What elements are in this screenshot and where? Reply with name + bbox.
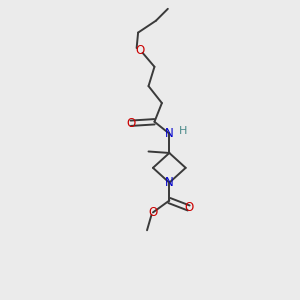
- Text: O: O: [126, 117, 135, 130]
- Text: O: O: [148, 206, 158, 219]
- Text: O: O: [135, 44, 144, 57]
- Text: O: O: [184, 202, 193, 214]
- Text: N: N: [165, 176, 174, 189]
- Text: H: H: [178, 126, 187, 136]
- Text: N: N: [165, 127, 174, 140]
